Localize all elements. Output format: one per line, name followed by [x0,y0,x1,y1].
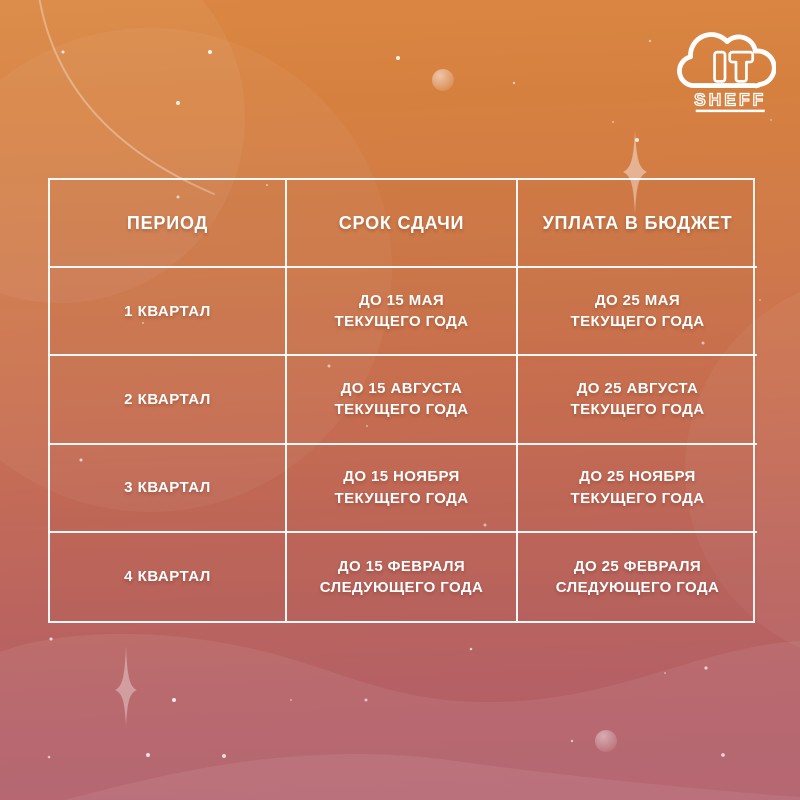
table-row-4-payment: ДО 25 ФЕВРАЛЯ СЛЕДУЮЩЕГО ГОДА [518,532,757,621]
soft-circle-right [685,292,800,648]
wave-shape [0,633,800,800]
deadline-line: ТЕКУЩЕГО ГОДА [570,313,705,331]
deadline-line: ТЕКУЩЕГО ГОДА [334,313,469,331]
deadline-line: ДО 15 МАЯ [358,291,445,309]
table-row-3-period: 3 КВАРТАЛ [50,444,287,533]
table-row-3-payment: ДО 25 НОЯБРЯ ТЕКУЩЕГО ГОДА [518,444,757,533]
deadline-line: ДО 15 ФЕВРАЛЯ [337,557,466,575]
deadline-line: ДО 25 МАЯ [594,291,681,309]
table-row-4-submission: ДО 15 ФЕВРАЛЯ СЛЕДУЮЩЕГО ГОДА [287,532,518,621]
logo-wordmark: SHEFF [694,89,766,109]
tax-deadlines-table: ПЕРИОД СРОК СДАЧИ УПЛАТА В БЮДЖЕТ 1 КВАР… [48,178,757,623]
table-row-4-period: 4 КВАРТАЛ [50,532,287,621]
star-dots [47,39,772,759]
header-label: ПЕРИОД [126,212,209,233]
table-row-1-period: 1 КВАРТАЛ [50,268,287,357]
deadline-line: ТЕКУЩЕГО ГОДА [570,401,705,419]
deadline-line: ДО 15 АВГУСТА [340,380,463,398]
sparkle-icon [115,646,137,726]
deadline-line: ДО 15 НОЯБРЯ [343,468,460,486]
header-cell-submission: СРОК СДАЧИ [287,180,518,269]
header-cell-payment: УПЛАТА В БЮДЖЕТ [518,180,757,269]
period-label: 2 КВАРТАЛ [124,390,211,408]
table-row-1-submission: ДО 15 МАЯ ТЕКУЩЕГО ГОДА [287,268,518,357]
wave-shape-lower [0,753,800,800]
period-label: 3 КВАРТАЛ [124,479,211,497]
header-cell-period: ПЕРИОД [50,180,287,269]
table-row-2-period: 2 КВАРТАЛ [50,356,287,445]
deadline-line: СЛЕДУЮЩЕГО ГОДА [319,578,484,596]
table-row-3-submission: ДО 15 НОЯБРЯ ТЕКУЩЕГО ГОДА [287,444,518,533]
deadline-line: ДО 25 АВГУСТА [576,380,699,398]
header-label: СРОК СДАЧИ [338,212,465,233]
table-row-1-payment: ДО 25 МАЯ ТЕКУЩЕГО ГОДА [518,268,757,357]
planet-circle-bottom [595,730,617,752]
deadline-line: ТЕКУЩЕГО ГОДА [334,489,469,507]
itsheff-logo: SHEFF [677,32,776,113]
period-label: 4 КВАРТАЛ [124,568,211,586]
header-label: УПЛАТА В БЮДЖЕТ [542,212,733,233]
planet-circle [432,69,454,91]
deadline-line: ДО 25 ФЕВРАЛЯ [573,557,702,575]
period-label: 1 КВАРТАЛ [124,302,211,320]
table-row-2-submission: ДО 15 АВГУСТА ТЕКУЩЕГО ГОДА [287,356,518,445]
deadline-line: ТЕКУЩЕГО ГОДА [334,401,469,419]
sparkle-icon [623,130,647,214]
deadline-line: ДО 25 НОЯБРЯ [579,468,696,486]
logo-underline [695,109,765,113]
soft-circle-topleft [0,0,245,303]
orbit-arc [38,0,215,195]
soft-circle-left [0,28,392,512]
deadline-line: ТЕКУЩЕГО ГОДА [570,489,705,507]
logo-it-letters [713,50,755,83]
cloud-icon [677,32,776,89]
deadline-line: СЛЕДУЮЩЕГО ГОДА [555,578,720,596]
table-row-2-payment: ДО 25 АВГУСТА ТЕКУЩЕГО ГОДА [518,356,757,445]
